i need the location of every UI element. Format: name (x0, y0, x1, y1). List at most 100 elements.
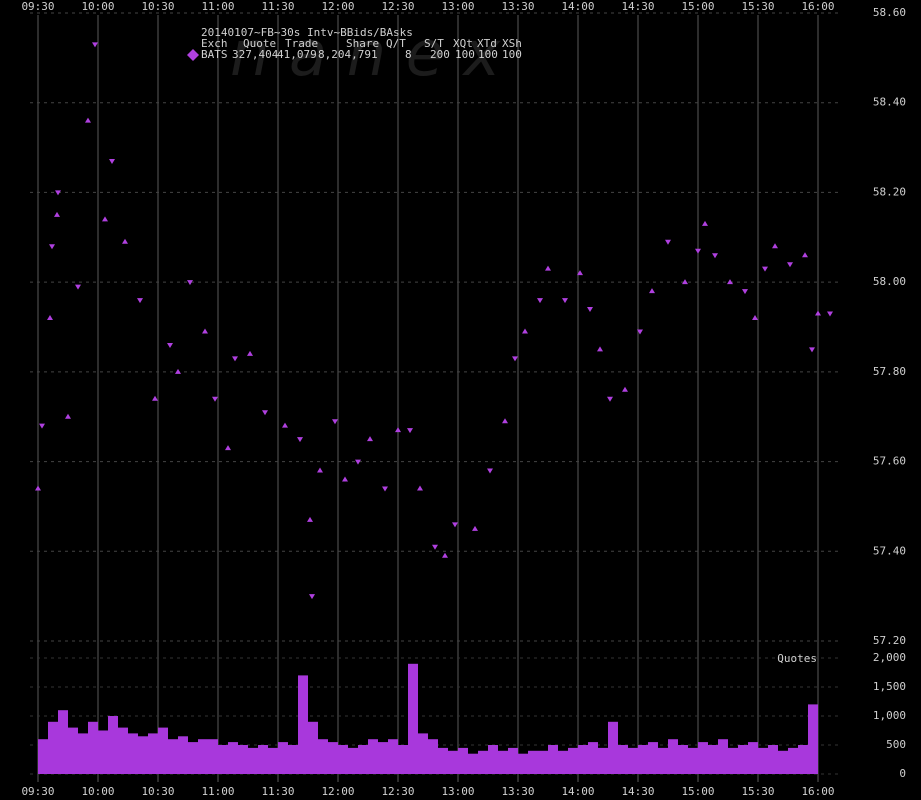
quote-marker (432, 544, 438, 550)
legend-header: XSh (502, 37, 522, 50)
volume-bar (528, 750, 538, 774)
x-tick-label: 11:00 (201, 0, 234, 13)
quote-marker (202, 328, 208, 334)
volume-bar (688, 747, 698, 774)
x-tick-label: 16:00 (801, 785, 834, 798)
volume-bar (128, 733, 138, 774)
volume-bar (418, 733, 428, 774)
volume-bar (488, 745, 498, 774)
legend-value: 8,204,791 (318, 48, 378, 61)
quote-marker (702, 220, 708, 226)
y-tick-label: 58.20 (873, 185, 906, 198)
quote-marker (727, 279, 733, 285)
volume-bar (308, 721, 318, 774)
y-tick-label: 500 (886, 738, 906, 751)
volume-bar (408, 663, 418, 774)
quote-marker (712, 253, 718, 259)
quote-marker (92, 42, 98, 48)
volume-bar (298, 675, 308, 774)
volume-bar (508, 747, 518, 774)
quote-marker (85, 117, 91, 123)
x-tick-label: 16:00 (801, 0, 834, 13)
quote-marker (317, 467, 323, 473)
x-tick-label: 13:30 (501, 785, 534, 798)
quote-marker (562, 298, 568, 304)
volume-bar (288, 745, 298, 774)
quote-marker (282, 422, 288, 428)
volume-bar (548, 745, 558, 774)
volume-bar (148, 733, 158, 774)
quote-marker (502, 418, 508, 424)
volume-bar (668, 739, 678, 774)
quote-marker (809, 347, 815, 353)
y-tick-label: 58.00 (873, 275, 906, 288)
quote-marker (395, 427, 401, 433)
y-tick-label: 0 (899, 767, 906, 780)
legend-title: 20140107~FB~30s Intv~BBids/BAsks (201, 26, 413, 39)
quote-marker (665, 239, 671, 245)
quote-marker (247, 350, 253, 356)
volume-bar (188, 742, 198, 774)
quote-marker (772, 243, 778, 249)
volume-bar (628, 747, 638, 774)
quote-marker (597, 346, 603, 352)
volume-bar (558, 750, 568, 774)
x-tick-label: 15:00 (681, 785, 714, 798)
quote-marker (742, 289, 748, 295)
quote-marker (137, 298, 143, 304)
y-tick-label: 57.60 (873, 455, 906, 468)
y-tick-label: 58.40 (873, 96, 906, 109)
quote-marker (382, 486, 388, 492)
x-tick-label: 09:30 (21, 0, 54, 13)
x-tick-label: 10:00 (81, 0, 114, 13)
quote-marker (65, 413, 71, 419)
quote-marker (332, 419, 338, 425)
legend-header: XQt (453, 37, 473, 50)
x-tick-label: 10:30 (141, 0, 174, 13)
volume-bar (98, 730, 108, 774)
quote-marker (342, 476, 348, 482)
x-tick-label: 15:30 (741, 0, 774, 13)
volume-bar (118, 727, 128, 774)
quote-marker (537, 298, 543, 304)
volume-bar (568, 747, 578, 774)
quote-marker (355, 459, 361, 465)
volume-bar (218, 745, 228, 774)
quote-marker (787, 262, 793, 268)
volume-bar (258, 745, 268, 774)
volume-bar (598, 747, 608, 774)
legend-header: S/T (424, 37, 444, 50)
volume-bar (348, 747, 358, 774)
quote-marker (762, 266, 768, 272)
volume-bar (738, 745, 748, 774)
x-tick-label: 12:30 (381, 785, 414, 798)
quote-marker (262, 410, 268, 416)
volume-bar (798, 745, 808, 774)
quote-marker (152, 395, 158, 401)
legend-value: 100 (478, 48, 498, 61)
quote-marker (212, 396, 218, 402)
y-tick-label: 1,500 (873, 680, 906, 693)
volume-bar (368, 739, 378, 774)
x-tick-label: 11:30 (261, 785, 294, 798)
volume-bar (278, 742, 288, 774)
legend-value: 100 (455, 48, 475, 61)
quote-marker (487, 468, 493, 474)
quote-marker (39, 423, 45, 429)
volume-bar (588, 742, 598, 774)
panel-title: Quotes (777, 652, 817, 665)
quote-marker (512, 356, 518, 362)
quote-marker (802, 252, 808, 258)
quote-marker (587, 307, 593, 313)
quote-marker (109, 159, 115, 165)
legend-header: Q/T (386, 37, 406, 50)
quote-marker (827, 311, 833, 317)
quote-marker (102, 216, 108, 222)
volume-bar (198, 739, 208, 774)
volume-bar (48, 721, 58, 774)
y-tick-label: 57.40 (873, 544, 906, 557)
volume-bar (518, 753, 528, 774)
